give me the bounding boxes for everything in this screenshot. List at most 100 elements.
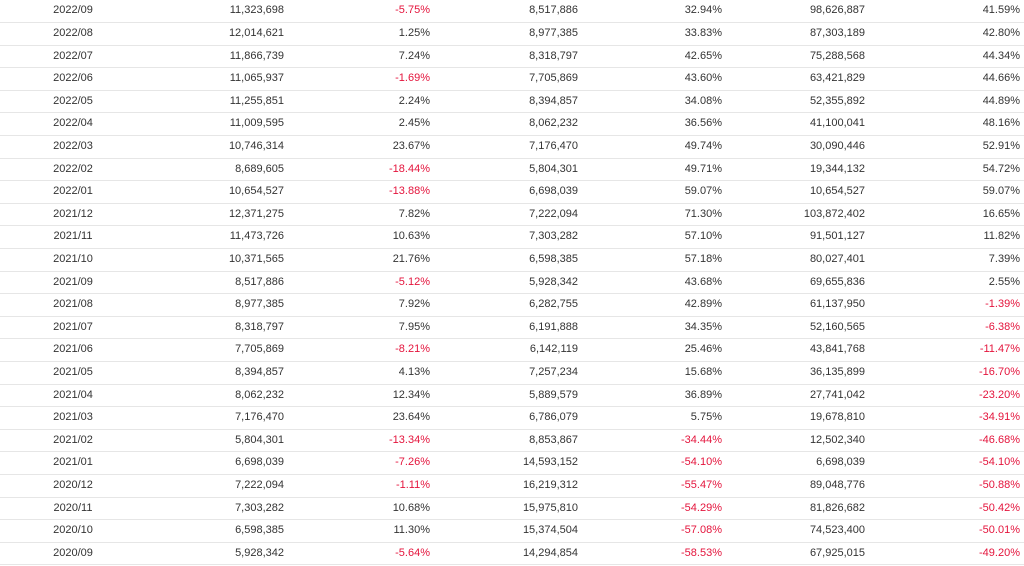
cumulative-yoy-cell: 11.82% [875,225,1024,250]
month-cell: 2022/04 [0,112,146,137]
mom-change-cell: -1.11% [290,474,436,498]
yoy-change-cell: 49.71% [582,158,728,182]
table-row: 2020/11 7,303,282 10.68% 15,975,810 -54.29% 8… [0,497,1024,521]
mom-change-cell: 1.25% [290,22,436,46]
last-year-revenue-cell: 8,517,886 [436,0,582,24]
last-year-revenue-cell: 15,975,810 [436,497,582,521]
cumulative-revenue-cell: 103,872,402 [728,203,875,227]
month-cell: 2022/09 [0,0,146,24]
month-cell: 2021/02 [0,429,146,453]
month-cell: 2021/07 [0,316,146,340]
last-year-revenue-cell: 7,176,470 [436,135,582,159]
cumulative-yoy-cell: -50.42% [875,497,1024,521]
mom-change-cell: 7.24% [290,45,436,69]
mom-change-cell: -5.75% [290,0,436,24]
table-row: 2021/12 12,371,275 7.82% 7,222,094 71.30% 103… [0,203,1024,227]
cumulative-yoy-cell: 59.07% [875,180,1024,204]
mom-change-cell: -5.64% [290,542,436,566]
cumulative-yoy-cell: -50.01% [875,519,1024,543]
cumulative-yoy-cell: 54.72% [875,158,1024,182]
month-cell: 2022/07 [0,45,146,69]
last-year-revenue-cell: 7,222,094 [436,203,582,227]
mom-change-cell: -5.12% [290,271,436,295]
cumulative-revenue-cell: 74,523,400 [728,519,875,543]
month-cell: 2021/01 [0,451,146,475]
mom-change-cell: -18.44% [290,158,436,182]
revenue-cell: 11,866,739 [146,45,290,69]
revenue-cell: 8,689,605 [146,158,290,182]
mom-change-cell: 12.34% [290,384,436,408]
month-cell: 2022/02 [0,158,146,182]
mom-change-cell: 7.95% [290,316,436,340]
cumulative-revenue-cell: 19,678,810 [728,406,875,430]
month-cell: 2020/10 [0,519,146,543]
table-row: 2021/10 10,371,565 21.76% 6,598,385 57.18% 80… [0,248,1024,272]
cumulative-revenue-cell: 10,654,527 [728,180,875,204]
last-year-revenue-cell: 8,853,867 [436,429,582,453]
cumulative-yoy-cell: 41.59% [875,0,1024,24]
cumulative-yoy-cell: 44.89% [875,90,1024,114]
cumulative-revenue-cell: 91,501,127 [728,225,875,250]
yoy-change-cell: 42.89% [582,293,728,317]
month-cell: 2021/05 [0,361,146,385]
table-row: 2021/09 8,517,886 -5.12% 5,928,342 43.68% 69,… [0,271,1024,295]
month-cell: 2020/12 [0,474,146,498]
revenue-cell: 7,705,869 [146,338,290,362]
yoy-change-cell: 43.68% [582,271,728,295]
cumulative-revenue-cell: 52,355,892 [728,90,875,114]
yoy-change-cell: 59.07% [582,180,728,204]
mom-change-cell: 23.64% [290,406,436,430]
last-year-revenue-cell: 5,804,301 [436,158,582,182]
yoy-change-cell: -57.08% [582,519,728,543]
month-cell: 2021/06 [0,338,146,362]
revenue-cell: 8,517,886 [146,271,290,295]
yoy-change-cell: 25.46% [582,338,728,362]
mom-change-cell: 10.68% [290,497,436,521]
revenue-cell: 12,371,275 [146,203,290,227]
mom-change-cell: 23.67% [290,135,436,159]
table-row: 2021/05 8,394,857 4.13% 7,257,234 15.68% 36,1… [0,361,1024,385]
month-cell: 2021/03 [0,406,146,430]
cumulative-yoy-cell: -46.68% [875,429,1024,453]
cumulative-yoy-cell: 44.34% [875,45,1024,69]
month-cell: 2022/08 [0,22,146,46]
yoy-change-cell: 42.65% [582,45,728,69]
cumulative-revenue-cell: 36,135,899 [728,361,875,385]
revenue-cell: 6,598,385 [146,519,290,543]
cumulative-yoy-cell: -54.10% [875,451,1024,475]
last-year-revenue-cell: 7,705,869 [436,67,582,91]
last-year-revenue-cell: 7,257,234 [436,361,582,385]
yoy-change-cell: 36.56% [582,112,728,137]
table-row: 2021/04 8,062,232 12.34% 5,889,579 36.89% 27,… [0,384,1024,408]
revenue-cell: 10,654,527 [146,180,290,204]
cumulative-revenue-cell: 69,655,836 [728,271,875,295]
mom-change-cell: 2.24% [290,90,436,114]
revenue-cell: 10,371,565 [146,248,290,272]
table-row: 2022/08 12,014,621 1.25% 8,977,385 33.83% 87,… [0,22,1024,46]
mom-change-cell: 7.92% [290,293,436,317]
yoy-change-cell: 15.68% [582,361,728,385]
last-year-revenue-cell: 5,928,342 [436,271,582,295]
table-row: 2022/03 10,746,314 23.67% 7,176,470 49.74% 30… [0,135,1024,159]
mom-change-cell: -7.26% [290,451,436,475]
cumulative-revenue-cell: 80,027,401 [728,248,875,272]
cumulative-revenue-cell: 67,925,015 [728,542,875,566]
mom-change-cell: 11.30% [290,519,436,543]
last-year-revenue-cell: 7,303,282 [436,225,582,250]
last-year-revenue-cell: 8,394,857 [436,90,582,114]
table-row: 2021/07 8,318,797 7.95% 6,191,888 34.35% 52,1… [0,316,1024,340]
last-year-revenue-cell: 6,191,888 [436,316,582,340]
revenue-cell: 7,176,470 [146,406,290,430]
revenue-cell: 8,318,797 [146,316,290,340]
month-cell: 2022/01 [0,180,146,204]
yoy-change-cell: 43.60% [582,67,728,91]
month-cell: 2021/11 [0,225,146,250]
cumulative-yoy-cell: -16.70% [875,361,1024,385]
table-row: 2022/07 11,866,739 7.24% 8,318,797 42.65% 75,… [0,45,1024,69]
table-row: 2020/10 6,598,385 11.30% 15,374,504 -57.08% 7… [0,519,1024,543]
revenue-cell: 5,804,301 [146,429,290,453]
mom-change-cell: 4.13% [290,361,436,385]
cumulative-yoy-cell: 42.80% [875,22,1024,46]
last-year-revenue-cell: 8,318,797 [436,45,582,69]
